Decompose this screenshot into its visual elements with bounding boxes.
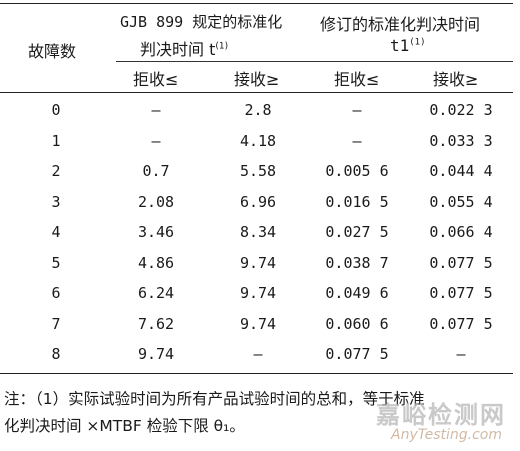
cell-t1-accept: 0.044 4 (429, 162, 493, 180)
cell-t1-accept: 0.033 3 (429, 131, 493, 150)
header-gjb-line2-text: 判决时间 t (140, 40, 216, 59)
cell-t1-reject: — (352, 101, 362, 119)
cell-t-reject: 4.86 (137, 253, 175, 272)
watermark-cn: 嘉峪检测网 (376, 401, 506, 429)
watermark-en: AnyTesting.com (391, 427, 502, 443)
header-accept-rev: 接收≥ (433, 70, 479, 89)
cell-t-reject: 3.46 (137, 223, 175, 241)
header-rev-line2-text: t1 (390, 36, 410, 55)
cell-t-accept: 5.58 (239, 162, 277, 180)
cell-t-accept: 2.8 (244, 101, 272, 119)
cell-t-reject: 0.7 (142, 162, 170, 180)
cell-t1-accept: 0.077 5 (429, 284, 493, 302)
cell-faults: 1 (51, 131, 61, 150)
cell-t-reject: — (151, 131, 161, 150)
cell-faults: 4 (51, 223, 61, 241)
cell-faults: 7 (51, 314, 61, 333)
cell-t-accept: 9.74 (239, 284, 277, 302)
header-accept-gjb: 接收≥ (234, 70, 280, 89)
header-bottom-rule (0, 92, 513, 93)
header-gjb-sup: (1) (215, 41, 229, 52)
cell-t1-reject: 0.005 6 (325, 162, 389, 180)
header-rev-sup: (1) (409, 37, 426, 48)
header-gjb-line1: GJB 899 规定的标准化 (120, 13, 283, 31)
cell-t-accept: 9.74 (239, 314, 277, 333)
cell-t-reject: 2.08 (137, 192, 175, 211)
cell-t1-accept: 0.022 3 (429, 101, 493, 119)
cell-t1-accept: 0.077 5 (429, 314, 493, 333)
cell-t1-accept: 0.077 5 (429, 253, 493, 272)
header-rev-line2: t1(1) (390, 36, 426, 55)
cell-t-accept: 4.18 (239, 131, 277, 150)
cell-t-reject: — (151, 101, 161, 119)
footnote-line1: 注：（1）实际试验时间为所有产品试验时间的总和，等于标准 (4, 390, 425, 408)
cell-t-reject: 6.24 (137, 284, 175, 302)
cell-t-reject: 9.74 (137, 345, 175, 363)
cell-t1-reject: 0.038 7 (325, 253, 389, 272)
cell-faults: 6 (51, 284, 61, 302)
header-fault-count: 故障数 (28, 42, 77, 61)
table-bottom-rule (0, 373, 513, 374)
cell-t-reject: 7.62 (137, 314, 175, 333)
cell-t-accept: 6.96 (239, 192, 277, 211)
cell-t-accept: 8.34 (239, 223, 277, 241)
cell-t1-reject: 0.027 5 (325, 223, 389, 241)
cell-t1-reject: 0.016 5 (325, 192, 389, 211)
cell-t1-reject: 0.049 6 (325, 284, 389, 302)
cell-t1-reject: 0.077 5 (325, 345, 389, 363)
cell-t1-reject: — (352, 131, 362, 150)
cell-faults: 8 (51, 345, 61, 363)
header-rev-line1: 修订的标准化判决时间 (320, 15, 481, 34)
header-reject-gjb: 拒收≤ (133, 70, 179, 89)
footnote: 注：（1）实际试验时间为所有产品试验时间的总和，等于标准 化判决时间 ×MTBF… (4, 386, 514, 440)
cell-faults: 0 (51, 101, 61, 119)
header-reject-rev: 拒收≤ (334, 70, 380, 89)
cell-faults: 2 (51, 162, 61, 180)
footnote-line2: 化判决时间 ×MTBF 检验下限 θ₁。 (4, 417, 245, 435)
cell-t1-reject: 0.060 6 (325, 314, 389, 333)
cell-t1-accept: 0.055 4 (429, 192, 493, 211)
table-top-rule (0, 3, 513, 4)
cell-t-accept: 9.74 (239, 253, 277, 272)
cell-t1-accept: — (456, 345, 466, 363)
cell-faults: 5 (51, 253, 61, 272)
header-gjb-line2: 判决时间 t(1) (140, 36, 228, 60)
cell-faults: 3 (51, 192, 61, 211)
header-group-rule (116, 61, 513, 62)
cell-t1-accept: 0.066 4 (429, 223, 493, 241)
cell-t-accept: — (253, 345, 263, 363)
